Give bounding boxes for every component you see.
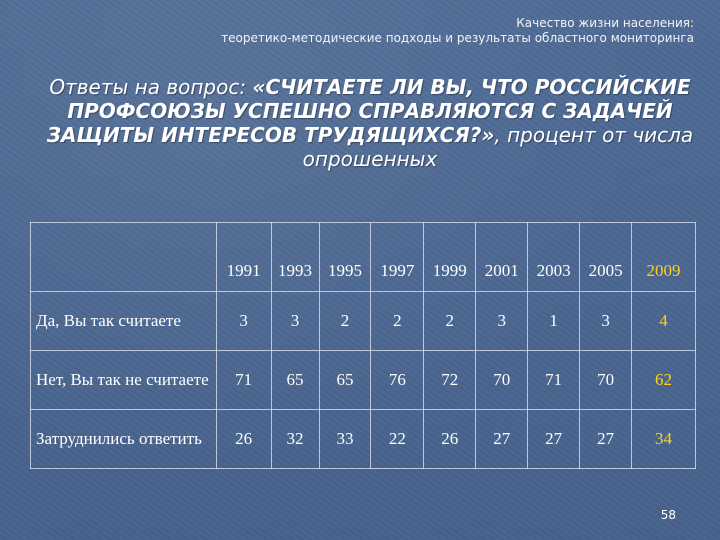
table-cell: 3 bbox=[270, 291, 320, 351]
table-cell: 2 bbox=[370, 291, 425, 351]
table-cell: 33 bbox=[318, 409, 372, 469]
year-header: 1999 bbox=[423, 222, 477, 292]
table-row: Да, Вы так считаете 3 3 2 2 2 3 1 3 4 bbox=[30, 291, 696, 351]
table-cell: 1 bbox=[527, 291, 581, 351]
table-cell: 65 bbox=[318, 350, 372, 410]
table-cell: 27 bbox=[579, 409, 633, 469]
corner-cell bbox=[30, 222, 217, 292]
table-cell: 27 bbox=[527, 409, 581, 469]
table-cell-highlight: 34 bbox=[631, 409, 696, 469]
year-header: 2003 bbox=[527, 222, 581, 292]
table-cell: 22 bbox=[370, 409, 425, 469]
table-row: Затруднились ответить 26 32 33 22 26 27 … bbox=[30, 409, 696, 469]
row-label: Затруднились ответить bbox=[30, 409, 217, 469]
table-row: Нет, Вы так не считаете 71 65 65 76 72 7… bbox=[30, 350, 696, 410]
year-header: 1995 bbox=[318, 222, 372, 292]
table-cell: 3 bbox=[215, 291, 272, 351]
row-label: Да, Вы так считаете bbox=[30, 291, 217, 351]
table-cell: 70 bbox=[579, 350, 633, 410]
row-label: Нет, Вы так не считаете bbox=[30, 350, 217, 410]
header-row: 1991 1993 1995 1997 1999 2001 2003 2005 … bbox=[30, 222, 696, 292]
year-header: 2001 bbox=[475, 222, 529, 292]
year-header: 2005 bbox=[579, 222, 633, 292]
table-cell: 2 bbox=[318, 291, 372, 351]
year-header-highlight: 2009 bbox=[631, 222, 696, 292]
table-cell: 32 bbox=[270, 409, 320, 469]
table-cell: 71 bbox=[527, 350, 581, 410]
table-cell: 71 bbox=[215, 350, 272, 410]
slide-title: Ответы на вопрос: «СЧИТАЕТЕ ЛИ ВЫ, ЧТО Р… bbox=[40, 75, 700, 171]
table-cell: 65 bbox=[270, 350, 320, 410]
table-cell: 2 bbox=[423, 291, 477, 351]
page-number: 58 bbox=[660, 508, 676, 522]
title-suffix: , процент от числа опрошенных bbox=[302, 123, 694, 171]
table-cell: 27 bbox=[475, 409, 529, 469]
title-question: «СЧИТАЕТЕ ЛИ ВЫ, ЧТО РОССИЙСКИЕ ПРОФСОЮЗ… bbox=[46, 75, 691, 147]
title-prefix: Ответы на вопрос: bbox=[49, 75, 253, 99]
table-cell: 3 bbox=[579, 291, 633, 351]
year-header: 1993 bbox=[270, 222, 320, 292]
header-line-2: теоретико-методические подходы и результ… bbox=[221, 31, 694, 45]
header-line-1: Качество жизни населения: bbox=[516, 16, 694, 30]
results-table: 1991 1993 1995 1997 1999 2001 2003 2005 … bbox=[30, 222, 696, 469]
table-cell: 70 bbox=[475, 350, 529, 410]
table-cell-highlight: 62 bbox=[631, 350, 696, 410]
table-cell: 76 bbox=[370, 350, 425, 410]
year-header: 1997 bbox=[370, 222, 425, 292]
presentation-header: Качество жизни населения: теоретико-мето… bbox=[221, 16, 694, 46]
table-cell: 72 bbox=[423, 350, 477, 410]
table-cell: 3 bbox=[475, 291, 529, 351]
table-cell: 26 bbox=[215, 409, 272, 469]
table-cell: 26 bbox=[423, 409, 477, 469]
year-header: 1991 bbox=[215, 222, 272, 292]
table-cell-highlight: 4 bbox=[631, 291, 696, 351]
